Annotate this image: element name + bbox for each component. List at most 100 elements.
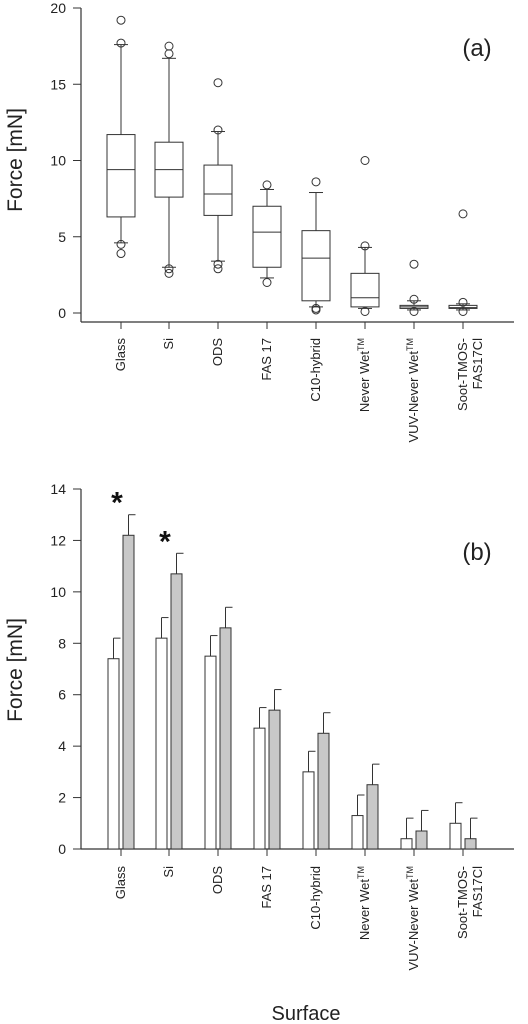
category-label-sup: TM: [356, 338, 366, 351]
category-label: Si: [161, 866, 176, 878]
category-label: Glass: [113, 866, 128, 900]
bar-series-1: [219, 627, 232, 850]
outlier-point: [409, 306, 419, 316]
y-tick-label: 2: [58, 790, 66, 806]
x-axis-label: Surface: [272, 1003, 341, 1024]
category-label-line2: FAS17Cl: [470, 338, 485, 389]
outlier-point: [458, 297, 468, 307]
bar-series-1: [268, 709, 281, 850]
category-label-sup: TM: [356, 866, 366, 879]
category-label: VUV-Never WetTM: [405, 866, 421, 971]
outlier-point: [360, 241, 370, 251]
outlier-point: [409, 259, 419, 269]
category-label: Si: [161, 338, 176, 350]
bar-series-0: [400, 838, 413, 850]
category-label-sup: TM: [405, 338, 415, 351]
outlier-point: [311, 177, 321, 187]
outlier-point: [116, 15, 126, 25]
bar-series-1: [366, 784, 379, 850]
outlier-point: [213, 78, 223, 88]
outlier-point: [213, 125, 223, 135]
box-iqr: [203, 164, 233, 216]
category-label: C10-hybrid: [308, 338, 323, 402]
y-tick-label: 10: [50, 153, 66, 169]
outlier-point: [458, 209, 468, 219]
category-label-text: Soot-TMOS-: [455, 866, 470, 939]
category-label: C10-hybrid: [308, 866, 323, 930]
outlier-point: [262, 180, 272, 190]
outlier-point: [213, 264, 223, 274]
category-label: Glass: [113, 338, 128, 372]
category-label: ODS: [210, 338, 225, 367]
outlier-point: [116, 38, 126, 48]
category-label-line2: FAS17Cl: [470, 866, 485, 917]
category-label-text: ODS: [210, 866, 225, 895]
y-tick-label: 0: [58, 305, 66, 321]
box-1: [154, 41, 184, 278]
category-label-text: Soot-TMOS-: [455, 338, 470, 411]
box-iqr: [448, 304, 478, 309]
y-tick-label: 4: [58, 738, 66, 754]
box-3: [252, 180, 282, 287]
category-label-text: Si: [161, 866, 176, 878]
category-label: Never WetTM: [356, 338, 372, 412]
panel-label: (b): [462, 539, 491, 566]
y-tick-label: 6: [58, 687, 66, 703]
bar-series-1: [170, 573, 183, 850]
bar-series-0: [449, 822, 462, 850]
outlier-point: [164, 264, 174, 274]
category-label-text: VUV-Never Wet: [406, 879, 421, 971]
category-label-text: ODS: [210, 338, 225, 367]
y-axis-label: Force [mN]: [4, 108, 27, 212]
box-5: [350, 156, 380, 316]
outlier-point: [311, 303, 321, 313]
bar-series-0: [351, 815, 364, 850]
box-4: [301, 177, 331, 315]
y-tick-label: 20: [50, 0, 66, 16]
bar-series-0: [253, 727, 266, 850]
bar-series-0: [302, 771, 315, 850]
bar-series-1: [464, 838, 477, 850]
bar-chart-panel-b: 0 2 4 6 8 10 12 14 Force [mN] (b) Surface * * Glass Si…: [4, 481, 514, 1024]
category-label-text: C10-hybrid: [308, 338, 323, 402]
outlier-point: [164, 41, 174, 51]
category-label-text: C10-hybrid: [308, 866, 323, 930]
box-6: [399, 259, 429, 316]
category-label-text: Si: [161, 338, 176, 350]
box-iqr: [106, 134, 136, 218]
significance-marker: *: [111, 487, 123, 520]
bar-series-1: [317, 732, 330, 850]
y-tick-label: 5: [58, 229, 66, 245]
y-axis-label: Force [mN]: [4, 618, 27, 722]
bar-series-1: [415, 830, 428, 850]
category-label-text: FAS 17: [259, 866, 274, 909]
category-label-text: FAS 17: [259, 338, 274, 381]
outlier-point: [164, 268, 174, 278]
bar-series-0: [107, 658, 120, 850]
y-tick-label: 15: [50, 76, 66, 92]
box-0: [106, 15, 136, 259]
box-plot-panel-a: 0 5 10 15 20 Force [mN] (a) Glass Si ODS FAS 17 C10…: [4, 0, 514, 443]
box-2: [203, 78, 233, 274]
outlier-point: [458, 306, 468, 316]
bar-series-1: [122, 534, 135, 850]
y-tick-label: 12: [50, 532, 66, 548]
outlier-point: [164, 49, 174, 59]
box-7: [448, 209, 478, 316]
y-tick-label: 10: [50, 584, 66, 600]
category-label: Never WetTM: [356, 866, 372, 940]
box-iqr: [301, 230, 331, 302]
category-label: Soot-TMOS-: [455, 866, 470, 939]
bar-series-0: [155, 637, 168, 850]
bar-series-0: [204, 655, 217, 850]
category-label: Soot-TMOS-: [455, 338, 470, 411]
category-label-sup: TM: [405, 866, 415, 879]
category-label: FAS 17: [259, 338, 274, 381]
category-label-text: Never Wet: [357, 351, 372, 413]
outlier-point: [213, 259, 223, 269]
category-label-text: Glass: [113, 866, 128, 900]
outlier-point: [116, 249, 126, 259]
outlier-point: [409, 294, 419, 304]
outlier-point: [360, 306, 370, 316]
category-label: ODS: [210, 866, 225, 895]
